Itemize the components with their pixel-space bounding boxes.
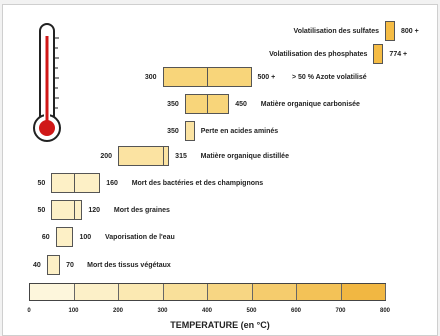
event-max-value: 70	[66, 261, 74, 269]
event-label: Vaporisation de l'eau	[105, 233, 175, 241]
event-max-value: 800 +	[401, 27, 419, 35]
event-bar	[162, 67, 252, 87]
event-label: Matière organique carbonisée	[260, 100, 360, 108]
event-bar	[385, 21, 395, 41]
thermometer-icon	[33, 23, 61, 142]
event-min-value: 50	[37, 206, 46, 214]
event-min-value: 200	[100, 152, 112, 160]
scale-cell	[163, 284, 208, 300]
event-label: Mort des bactéries et des champignons	[131, 179, 264, 187]
scale-tick-label: 500	[246, 308, 257, 314]
scale-tick-label: 200	[112, 308, 124, 314]
event-bar	[55, 227, 74, 247]
event-max-value: 450	[235, 100, 247, 108]
scale-cell	[297, 284, 342, 300]
scale-cell	[208, 284, 253, 300]
event-label: Matière organique distillée	[200, 152, 289, 160]
event-bar-divider	[162, 147, 164, 165]
event-min-value: 350	[167, 100, 179, 108]
scale-tick-label: 600	[290, 308, 302, 314]
temperature-scale-bar	[29, 283, 386, 301]
event-bar-divider	[207, 68, 208, 86]
event-label: Volatilisation des phosphates	[269, 50, 368, 58]
event-min-value: 40	[33, 261, 41, 269]
event-label: Perte en acides aminés	[200, 127, 279, 135]
event-bar-divider	[73, 201, 75, 219]
scale-cell	[341, 284, 386, 300]
scale-cell	[119, 284, 164, 300]
event-max-value: 774 +	[389, 50, 408, 58]
scale-tick-label: 300	[157, 308, 168, 314]
event-bar	[373, 44, 384, 64]
scale-tick-label: 800	[379, 308, 391, 314]
event-label: > 50 % Azote volatilisé	[292, 73, 367, 81]
event-max-value: 315	[175, 152, 187, 160]
event-bar	[51, 173, 101, 193]
scale-tick-label: 0	[27, 308, 31, 314]
event-bar-divider	[207, 95, 208, 113]
event-max-value: 120	[88, 206, 101, 214]
scale-cell	[30, 284, 75, 300]
event-bar	[184, 94, 230, 114]
event-max-value: 100	[79, 233, 92, 241]
scale-tick-label: 700	[335, 308, 346, 314]
event-max-value: 160	[106, 179, 118, 187]
event-label: Mort des tissus végétaux	[87, 261, 171, 269]
event-bar	[184, 121, 195, 141]
event-bar	[46, 255, 61, 275]
event-label: Mort des graines	[113, 206, 170, 214]
scale-cell	[74, 284, 119, 300]
scale-tick-label: 100	[68, 308, 79, 314]
event-bar-divider	[73, 174, 75, 192]
scale-tick-label: 400	[201, 308, 213, 314]
event-min-value: 50	[37, 179, 46, 187]
scale-cell	[252, 284, 297, 300]
event-label: Volatilisation des sulfates	[293, 27, 379, 35]
event-min-value: 350	[167, 127, 179, 135]
event-min-value: 300	[144, 73, 157, 81]
event-bar	[51, 200, 83, 220]
diagram-frame	[2, 4, 438, 336]
event-max-value: 500 +	[257, 73, 276, 81]
event-bar	[118, 146, 170, 166]
axis-title: TEMPERATURE (en °C)	[170, 320, 270, 330]
event-min-value: 60	[41, 233, 50, 241]
